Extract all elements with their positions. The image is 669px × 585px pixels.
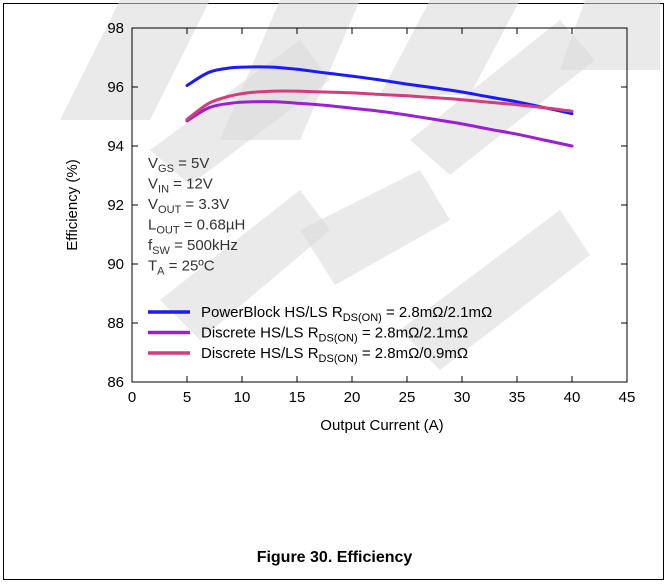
y-tick-label: 86 [107, 374, 124, 391]
watermark-shape [150, 40, 330, 185]
series-line-1 [185, 65, 574, 116]
watermark-shape [400, 210, 590, 370]
x-tick-label: 20 [344, 389, 361, 406]
y-axis-title: Efficiency (%) [64, 159, 81, 250]
legend-label-2: Discrete HS/LS RDS(ON) = 2.8mΩ/2.1mΩ [201, 325, 468, 345]
condition-vout: VOUT = 3.3V [148, 196, 229, 216]
condition-vin: VIN = 12V [148, 176, 213, 196]
watermark-shape [380, 0, 520, 95]
x-tick-label: 0 [128, 389, 136, 406]
series-line-2 [185, 100, 574, 148]
x-axis-ticks: 0 5 10 15 20 25 30 35 40 45 [128, 28, 636, 406]
legend-label-3: Discrete HS/LS RDS(ON) = 2.8mΩ/0.9mΩ [201, 345, 468, 365]
legend-label-1: PowerBlock HS/LS RDS(ON) = 2.8mΩ/2.1mΩ [201, 304, 492, 324]
x-tick-label: 15 [289, 389, 306, 406]
y-tick-label: 96 [107, 79, 124, 96]
x-tick-label: 45 [619, 389, 636, 406]
legend: PowerBlock HS/LS RDS(ON) = 2.8mΩ/2.1mΩDi… [148, 304, 492, 365]
x-tick-label: 10 [234, 389, 251, 406]
condition-fsw: fSW = 500kHz [148, 237, 238, 257]
series-line-3 [185, 89, 574, 121]
watermark-shape [60, 0, 210, 120]
condition-lout: LOUT = 0.68µH [148, 217, 245, 237]
y-tick-label: 88 [107, 315, 124, 332]
watermark-shape [160, 190, 330, 340]
condition-ta: TA = 25ºC [148, 258, 215, 278]
x-axis-title: Output Current (A) [320, 417, 443, 434]
watermark-shape [300, 170, 450, 285]
watermark-stamp [60, 0, 660, 370]
y-tick-label: 92 [107, 197, 124, 214]
x-tick-label: 5 [183, 389, 191, 406]
y-tick-label: 94 [107, 138, 124, 155]
condition-vgs: VGS = 5V [148, 155, 209, 175]
y-tick-label: 98 [107, 20, 124, 37]
x-tick-label: 30 [454, 389, 471, 406]
series-lines [185, 65, 574, 148]
x-tick-label: 35 [509, 389, 526, 406]
x-tick-label: 25 [399, 389, 416, 406]
y-tick-label: 90 [107, 256, 124, 273]
figure-caption: Figure 30. Efficiency [256, 549, 413, 566]
x-tick-label: 40 [564, 389, 581, 406]
y-axis-ticks: 86 88 90 92 94 96 98 [107, 20, 627, 391]
watermark-shape [410, 20, 595, 175]
